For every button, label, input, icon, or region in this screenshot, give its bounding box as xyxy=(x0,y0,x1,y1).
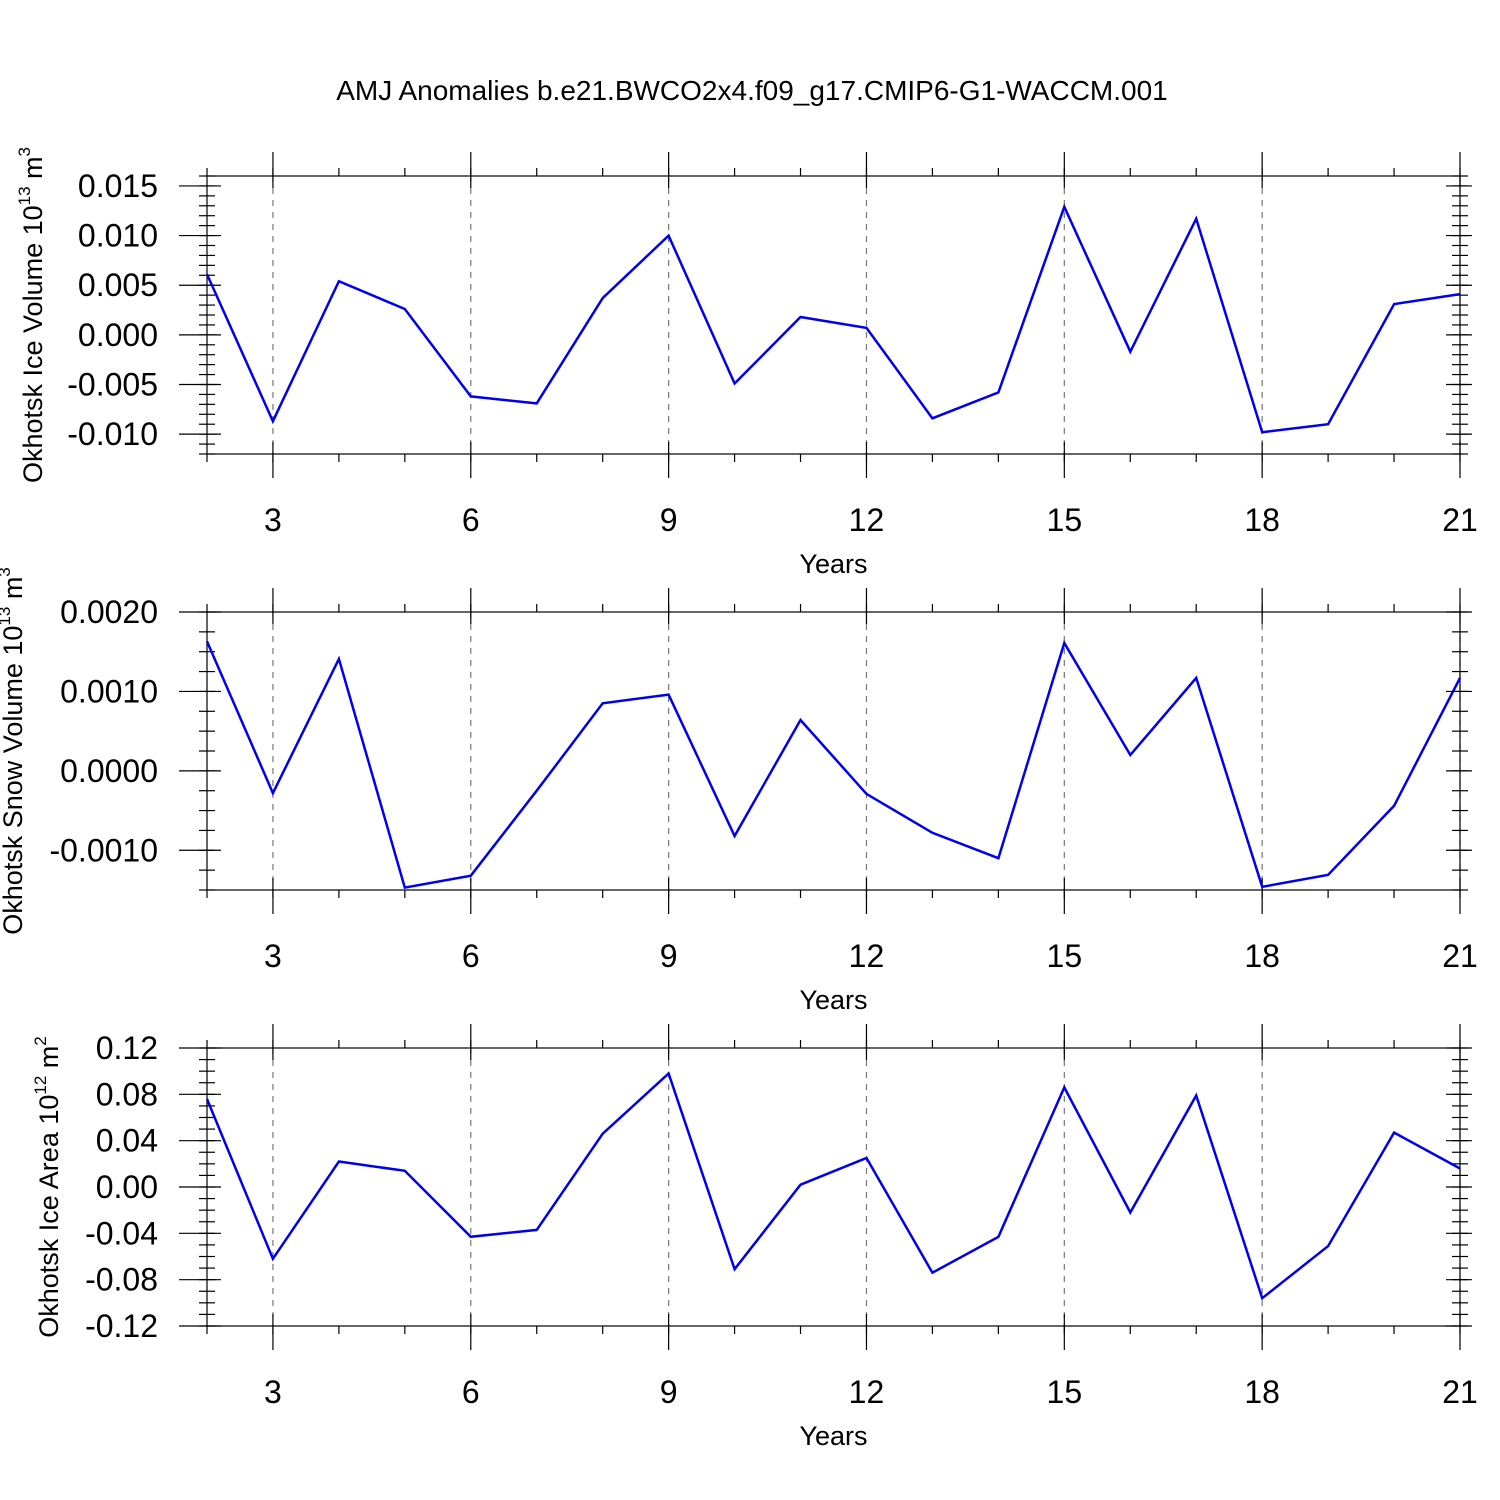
x-tick-label: 12 xyxy=(849,938,885,974)
y-tick-label: 0.000 xyxy=(78,317,158,353)
x-tick-label: 12 xyxy=(849,1374,885,1410)
y-tick-label: 0.005 xyxy=(78,267,158,303)
series-line xyxy=(205,1071,1461,1301)
x-axis-label: Years xyxy=(799,985,867,1015)
y-tick-label: -0.0010 xyxy=(49,832,158,868)
x-tick-label: 12 xyxy=(849,502,885,538)
x-tick-label: 21 xyxy=(1442,1374,1478,1410)
y-tick-label: -0.12 xyxy=(85,1308,158,1344)
x-tick-label: 3 xyxy=(264,1374,282,1410)
x-tick-label: 3 xyxy=(264,938,282,974)
panel-1: 3 6 9 12 15 18 21 -0.010 -0.005 0.000 0.005 0.010 0.… xyxy=(15,147,1478,579)
panels: 3 6 9 12 15 18 21 -0.010 -0.005 0.000 0.005 0.010 0.… xyxy=(0,147,1478,1451)
y-tick-label: -0.010 xyxy=(67,416,158,452)
series-line xyxy=(205,639,1462,890)
y-axis-label: Okhotsk Ice Volume 1013 m3 xyxy=(15,147,48,483)
x-tick-label: 15 xyxy=(1047,502,1083,538)
y-tick-label: 0.04 xyxy=(96,1123,158,1159)
x-tick-label: 9 xyxy=(660,1374,678,1410)
x-tick-label: 9 xyxy=(660,938,678,974)
x-tick-label: 3 xyxy=(264,502,282,538)
x-axis-label: Years xyxy=(799,549,867,579)
y-tick-label: -0.04 xyxy=(85,1215,158,1251)
plot-frame xyxy=(206,175,1461,455)
y-tick-label: 0.015 xyxy=(78,168,158,204)
y-axis-label: Okhotsk Snow Volume 1013 m3 xyxy=(0,567,28,935)
x-axis-label: Years xyxy=(799,1421,867,1451)
plot-frame xyxy=(206,1047,1461,1327)
x-tick-label: 21 xyxy=(1442,502,1478,538)
plot-frame xyxy=(206,611,1461,891)
panel-2: 3 6 9 12 15 18 21 -0.0010 0.0000 0.0010 0.0020 Year… xyxy=(0,567,1478,1015)
x-tick-label: 18 xyxy=(1244,1374,1280,1410)
y-tick-label: 0.0000 xyxy=(60,753,158,789)
x-tick-label: 18 xyxy=(1244,502,1280,538)
y-tick-label: 0.0020 xyxy=(60,594,158,630)
y-tick-label: 0.010 xyxy=(78,218,158,254)
x-tick-label: 6 xyxy=(462,938,480,974)
x-tick-label: 15 xyxy=(1047,1374,1083,1410)
y-axis-label: Okhotsk Ice Area 1012 m2 xyxy=(31,1036,64,1338)
x-tick-label: 21 xyxy=(1442,938,1478,974)
y-tick-label: -0.08 xyxy=(85,1262,158,1298)
y-tick-label: 0.0010 xyxy=(60,673,158,709)
y-tick-label: 0.00 xyxy=(96,1169,158,1205)
y-tick-label: 0.12 xyxy=(96,1030,158,1066)
panel-3: 3 6 9 12 15 18 21 -0.12 -0.08 -0.04 0.00 0.04 0.08 0.… xyxy=(31,1024,1478,1451)
chart-title: AMJ Anomalies b.e21.BWCO2x4.f09_g17.CMIP… xyxy=(336,75,1168,106)
x-tick-label: 6 xyxy=(462,1374,480,1410)
x-tick-label: 9 xyxy=(660,502,678,538)
x-tick-label: 18 xyxy=(1244,938,1280,974)
series-line xyxy=(205,203,1461,434)
x-tick-label: 15 xyxy=(1047,938,1083,974)
y-tick-label: 0.08 xyxy=(96,1076,158,1112)
x-tick-label: 6 xyxy=(462,502,480,538)
y-tick-label: -0.005 xyxy=(67,367,158,403)
